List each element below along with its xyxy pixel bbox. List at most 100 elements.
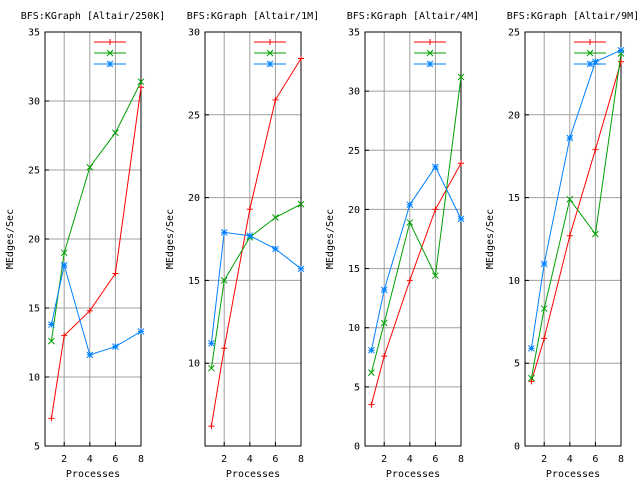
series-line-3 (50, 265, 142, 356)
data-point (380, 286, 388, 294)
y-tick-label: 30 (188, 28, 200, 39)
data-point (592, 230, 599, 238)
y-tick-label: 25 (348, 146, 360, 157)
data-point (86, 307, 93, 314)
x-tick-label: 2 (541, 454, 547, 465)
y-axis-label: MEdges/Sec (165, 209, 176, 269)
series-line-3 (210, 231, 302, 344)
data-point (368, 369, 375, 377)
x-tick-label: 2 (381, 454, 387, 465)
data-point (48, 321, 55, 328)
data-point (208, 339, 215, 347)
data-point (528, 374, 535, 382)
data-point (112, 270, 119, 277)
y-tick-label: 20 (348, 205, 360, 216)
legend-marker-1 (107, 39, 113, 45)
legend-marker-2 (266, 49, 274, 57)
y-tick-label: 35 (28, 28, 40, 39)
data-point (540, 305, 548, 312)
chart-panel-1: 2 4 6 8 5 10 15 20 25 30 35 BFS:KGraph [Altair/250K… (5, 11, 165, 480)
data-point (297, 200, 305, 208)
chart-panel-3: 2 4 6 8 0 5 10 15 20 25 30 35 BFS:KGraph [Altair/4M]… (325, 11, 479, 480)
data-point (272, 214, 279, 221)
x-tick-label: 2 (221, 454, 227, 465)
data-point (457, 215, 465, 223)
x-tick-label: 8 (458, 454, 464, 465)
data-point (406, 219, 414, 226)
data-point (60, 261, 68, 269)
x-tick-label: 8 (618, 454, 624, 465)
y-tick-label: 20 (508, 110, 520, 121)
y-tick-label: 15 (508, 193, 520, 204)
series-line-1 (210, 58, 302, 427)
x-tick-label: 8 (138, 454, 144, 465)
y-tick-label: 5 (354, 382, 360, 393)
legend-marker-3 (426, 60, 434, 68)
legend-marker-2 (586, 49, 594, 57)
data-point (272, 245, 279, 253)
data-point (540, 260, 548, 268)
legend-marker-1 (267, 39, 273, 45)
y-tick-label: 30 (348, 87, 360, 98)
y-tick-label: 35 (348, 28, 360, 39)
data-point (566, 195, 574, 203)
y-tick-label: 25 (508, 28, 520, 39)
plot-frame (364, 31, 462, 447)
data-point (566, 134, 574, 142)
x-tick-label: 6 (112, 454, 118, 465)
data-point (432, 272, 439, 280)
x-axis-label: Processes (66, 469, 120, 480)
data-point (272, 96, 279, 103)
y-tick-label: 10 (28, 373, 40, 384)
data-point (137, 328, 145, 335)
data-point (528, 344, 535, 352)
data-point (592, 58, 599, 66)
data-point (86, 163, 94, 171)
x-tick-label: 2 (61, 454, 67, 465)
data-point (298, 55, 304, 62)
data-point (528, 378, 535, 385)
x-axis-label: Processes (386, 469, 440, 480)
data-point (457, 73, 465, 81)
y-tick-label: 5 (514, 359, 520, 370)
x-tick-label: 4 (247, 454, 253, 465)
data-point (221, 345, 228, 352)
x-tick-label: 8 (298, 454, 304, 465)
x-tick-label: 4 (567, 454, 573, 465)
data-point (432, 163, 439, 171)
data-point (138, 84, 144, 91)
data-point (381, 353, 388, 360)
y-tick-label: 25 (188, 110, 200, 121)
data-point (566, 232, 573, 239)
x-tick-label: 4 (87, 454, 93, 465)
data-point (368, 346, 375, 354)
data-point (48, 337, 55, 345)
chart-panel-2: 2 4 6 8 10 15 20 25 30 BFS:KGraph [Altair/1M] Proc… (165, 11, 319, 480)
data-point (61, 332, 68, 339)
y-tick-label: 0 (514, 442, 520, 453)
y-tick-label: 25 (28, 166, 40, 177)
series-line-2 (370, 76, 462, 373)
data-point (60, 249, 68, 257)
data-point (86, 351, 94, 359)
data-point (246, 206, 253, 213)
y-tick-label: 10 (348, 323, 360, 334)
y-axis-label: MEdges/Sec (5, 209, 16, 269)
chart-panel-4: 2 4 6 8 0 5 10 15 20 25 BFS:KGraph [Altair/9M] Proc… (485, 11, 639, 480)
data-point (368, 401, 375, 408)
y-tick-label: 20 (188, 193, 200, 204)
x-tick-label: 6 (432, 454, 438, 465)
y-tick-label: 20 (28, 235, 40, 246)
legend-marker-3 (106, 60, 114, 68)
legend-marker-2 (106, 49, 114, 57)
data-point (112, 129, 119, 137)
y-axis-label: MEdges/Sec (485, 209, 496, 269)
y-tick-label: 5 (34, 442, 40, 453)
data-point (208, 364, 215, 372)
data-point (406, 201, 414, 209)
y-tick-label: 10 (508, 276, 520, 287)
data-point (432, 206, 439, 213)
x-axis-label: Processes (546, 469, 600, 480)
